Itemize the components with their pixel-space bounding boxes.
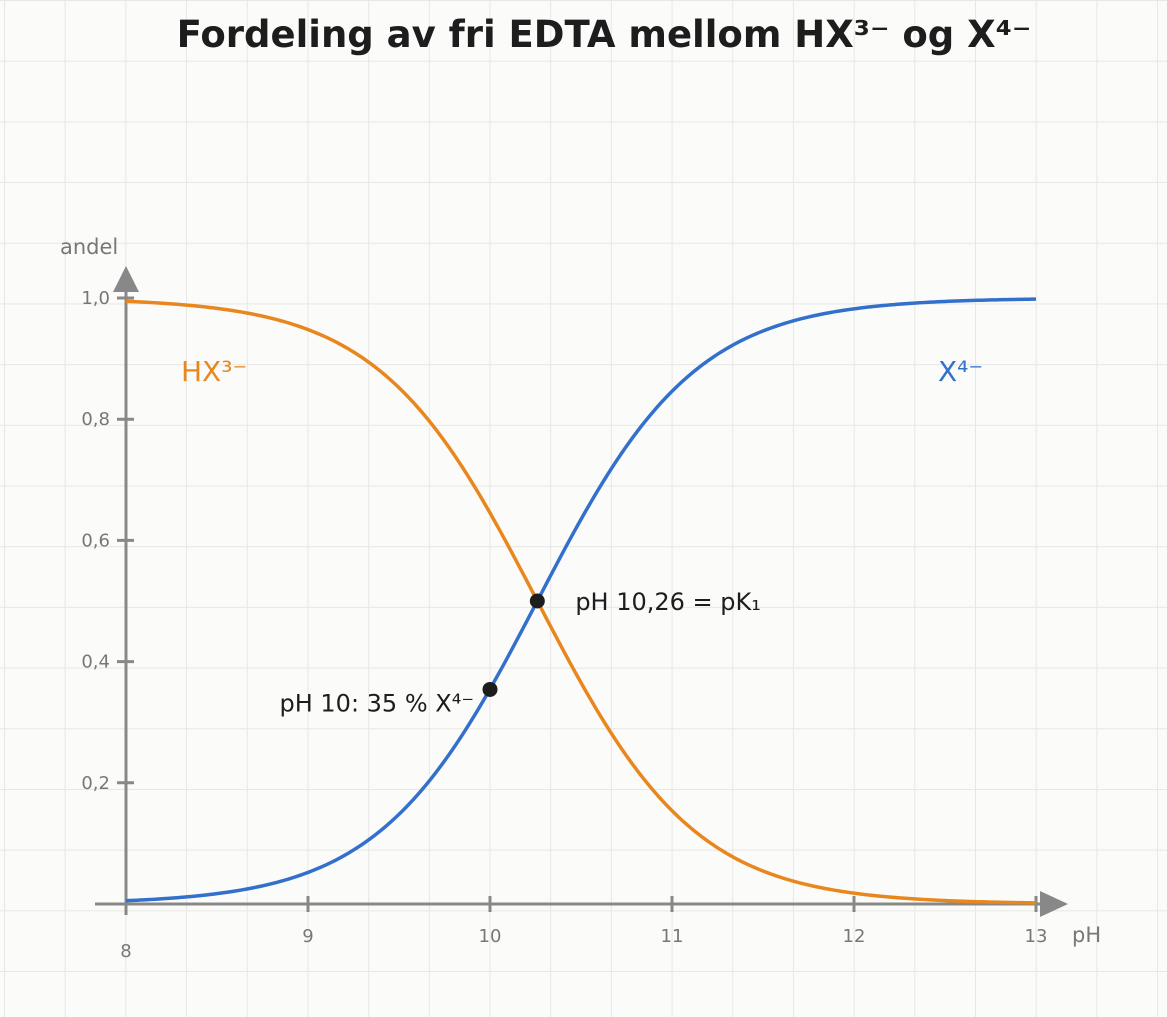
- series-line-hx3: [125, 299, 1037, 905]
- y-tick-label: 1,0: [81, 288, 110, 309]
- y-tick-label: 0,2: [81, 773, 110, 794]
- series-line-x4: [125, 297, 1037, 903]
- x-tick-label: 11: [661, 926, 684, 947]
- annotation-point: [482, 681, 498, 697]
- x-tick-label: 12: [843, 926, 866, 947]
- x-axis-label: pH: [1072, 923, 1101, 947]
- y-tick-label: 0,6: [81, 530, 110, 551]
- axes: [95, 266, 1068, 917]
- annotation-ph10: pH 10: 35 % X⁴⁻: [280, 689, 475, 717]
- annotation-point: [529, 593, 545, 609]
- x-tick-label: 10: [479, 926, 502, 947]
- x-tick-label: 9: [302, 926, 313, 947]
- y-tick-label: 0,4: [81, 652, 110, 673]
- y-ticks: 0,2 0,4 0,6 0,8 1,0: [81, 288, 134, 794]
- x-tick-label: 13: [1025, 926, 1048, 947]
- x-ticks: 8 9 10 11 12 13: [120, 896, 1047, 962]
- y-tick-label: 0,8: [81, 409, 110, 430]
- y-axis-arrow: [113, 266, 139, 292]
- x-axis-arrow: [1040, 891, 1068, 917]
- chart-title: Fordeling av fri EDTA mellom HX³⁻ og X⁴⁻: [177, 13, 1032, 56]
- series-label-x4: X⁴⁻: [938, 355, 983, 388]
- series-label-hx3: HX³⁻: [181, 355, 247, 388]
- series-lines: [125, 297, 1037, 905]
- annotation-pka: pH 10,26 = pK₁: [575, 588, 761, 616]
- y-axis-label: andel: [60, 235, 118, 259]
- annotations: pH 10,26 = pK₁ pH 10: 35 % X⁴⁻: [280, 588, 761, 717]
- x-tick-label: 8: [120, 941, 131, 962]
